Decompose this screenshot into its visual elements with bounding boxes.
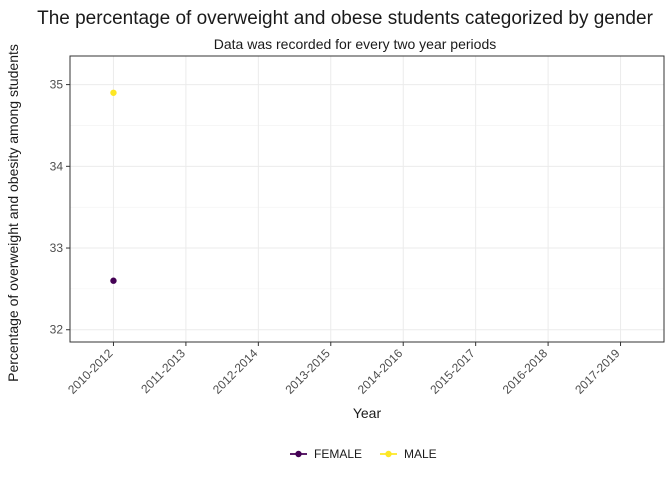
y-tick-label: 34 [50,159,64,173]
x-tick-label: 2014-2016 [355,346,406,397]
legend-label-male: MALE [404,447,437,461]
legend-key-point [295,450,302,458]
x-tick-label: 2016-2018 [500,346,551,397]
y-tick-label: 35 [50,78,64,92]
x-tick-label: 2017-2019 [572,346,623,397]
grid-layer [70,56,664,342]
x-tick-label: 2010-2012 [65,346,116,397]
chart-title: The percentage of overweight and obese s… [37,8,653,29]
y-axis-title: Percentage of overweight and obesity amo… [5,44,21,382]
y-tick-label: 33 [50,241,64,255]
x-tick-label: 2013-2015 [282,346,333,397]
x-tick-label: 2011-2013 [138,346,188,396]
x-axis-title: Year [353,405,382,421]
legend-label-female: FEMALE [314,447,362,461]
data-point-male [110,89,117,96]
legend-key-point [385,450,392,458]
legend: FEMALE MALE [290,447,437,461]
plot-panel-border [69,55,665,343]
y-tick-label: 32 [50,323,64,337]
x-tick-label: 2012-2014 [210,346,261,397]
x-tick-label: 2015-2017 [427,346,478,397]
data-marks [110,89,117,284]
chart-subtitle: Data was recorded for every two year per… [214,36,496,52]
data-point-female [110,277,117,284]
